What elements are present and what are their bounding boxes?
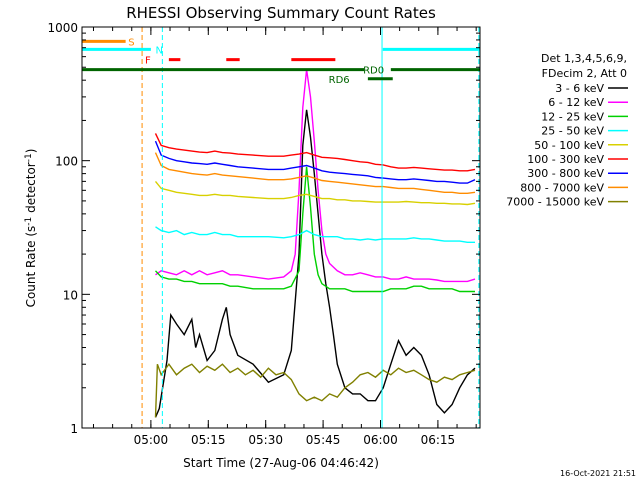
series-line-1 bbox=[154, 109, 476, 418]
y-tick-label: 1000 bbox=[47, 21, 78, 35]
legend-label-2: 6 - 12 keV bbox=[548, 96, 604, 109]
x-axis-label: Start Time (27-Aug-06 04:46:42) bbox=[183, 456, 379, 470]
series-line-8 bbox=[154, 152, 476, 194]
legend-label-8: 800 - 7000 keV bbox=[520, 181, 604, 194]
legend-label-3: 12 - 25 keV bbox=[541, 110, 604, 123]
axis-layer: 1 10 100 1000 05:00 05:15 05:30 05:45 06:00 06:15 bbox=[47, 21, 480, 447]
plot-frame bbox=[81, 26, 481, 429]
flag-label-n: N bbox=[156, 45, 163, 56]
flag-label-rd6: RD6 bbox=[329, 75, 350, 86]
legend-label-5: 50 - 100 keV bbox=[534, 139, 604, 152]
x-tick-label: 05:45 bbox=[306, 433, 341, 447]
svg-text:Count Rate (s-1 detector-1): Count Rate (s-1 detector-1) bbox=[24, 149, 38, 308]
y-axis-label-sup: -1 bbox=[24, 153, 34, 162]
series-line-9 bbox=[154, 363, 476, 418]
series-line-7 bbox=[154, 140, 476, 184]
flag-label-f: F bbox=[145, 56, 151, 67]
x-tick-label: 05:30 bbox=[248, 433, 283, 447]
legend-header-line-1: Det 1,3,4,5,6,9, bbox=[541, 52, 627, 65]
series-line-2 bbox=[155, 69, 476, 283]
legend-header-line-2: FDecim 2, Att 0 bbox=[542, 67, 627, 80]
x-tick-label: 06:15 bbox=[421, 433, 456, 447]
legend-label-6: 100 - 300 keV bbox=[527, 153, 604, 166]
x-tick-label: 05:15 bbox=[191, 433, 226, 447]
legend: Det 1,3,4,5,6,9, FDecim 2, Att 0 3 - 6 k… bbox=[506, 52, 628, 209]
legend-label-9: 7000 - 15000 keV bbox=[506, 196, 604, 209]
x-tick-label: 06:00 bbox=[363, 433, 398, 447]
legend-label-7: 300 - 800 keV bbox=[527, 167, 604, 180]
series-line-6 bbox=[154, 133, 476, 172]
flag-label-rd0: RD0 bbox=[363, 66, 384, 77]
y-axis-label: Count Rate (s-1 detector-1) bbox=[24, 149, 38, 308]
y-tick-label: 100 bbox=[55, 155, 78, 169]
timestamp: 16-Oct-2021 21:51 bbox=[560, 469, 636, 478]
flag-layer: S NF RD0 RD6 bbox=[82, 37, 480, 86]
chart-title: RHESSI Observing Summary Count Rates bbox=[126, 4, 436, 22]
y-tick-label: 1 bbox=[70, 422, 78, 436]
marker-layer bbox=[141, 27, 480, 428]
y-axis-label-part: ) bbox=[24, 149, 38, 154]
y-tick-label: 10 bbox=[63, 288, 78, 302]
legend-label-1: 3 - 6 keV bbox=[555, 82, 604, 95]
y-axis-label-part: detector bbox=[24, 162, 38, 217]
legend-label-4: 25 - 50 keV bbox=[541, 125, 604, 138]
x-tick-label: 05:00 bbox=[134, 433, 169, 447]
flag-label-s: S bbox=[128, 37, 134, 48]
series-line-4 bbox=[155, 226, 475, 243]
y-axis-label-part: Count Rate (s bbox=[24, 226, 38, 308]
series-line-5 bbox=[154, 180, 476, 206]
y-axis-label-sup: -1 bbox=[24, 217, 34, 226]
series-layer bbox=[154, 69, 476, 418]
series-line-3 bbox=[154, 166, 475, 293]
